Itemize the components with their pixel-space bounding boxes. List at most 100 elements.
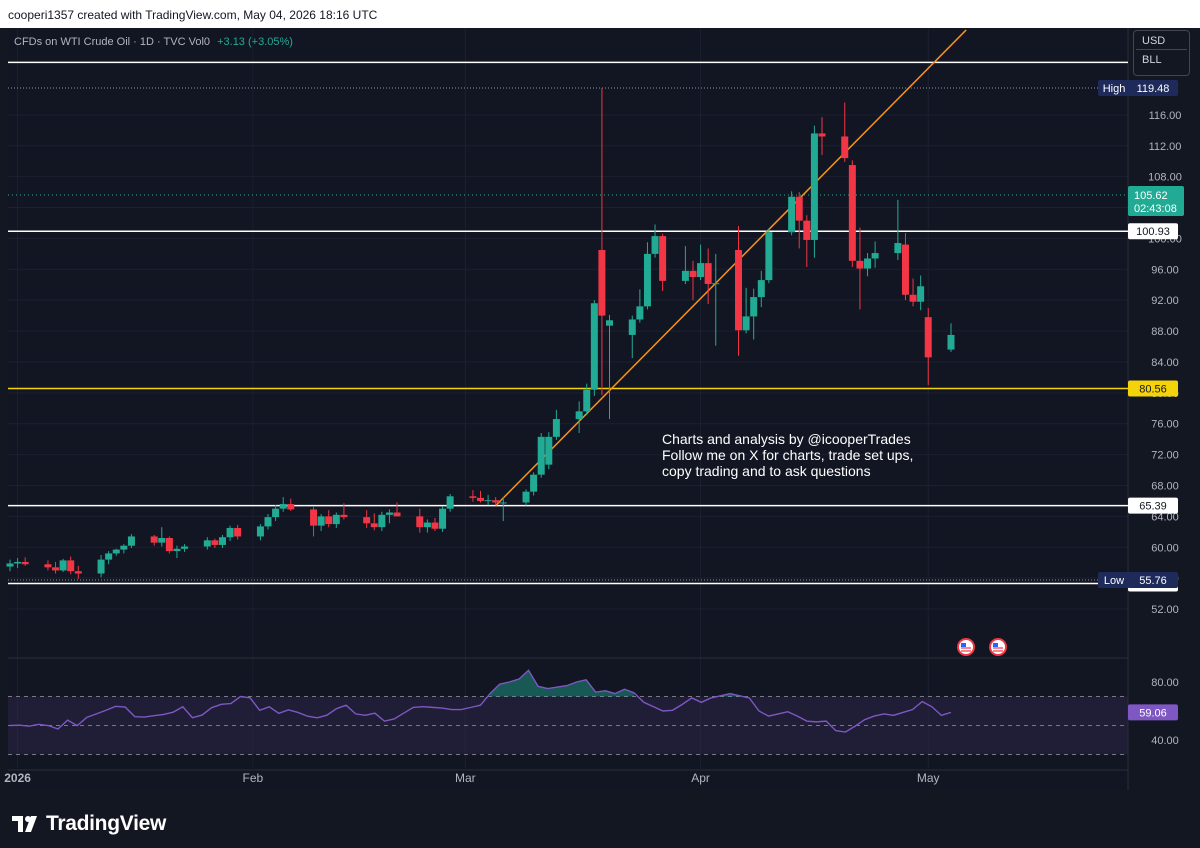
candle-body: [522, 491, 530, 503]
candle-body: [393, 512, 401, 517]
candle-body: [909, 294, 917, 302]
plot-background: [8, 28, 1128, 790]
rsi-overbought-fill: [490, 670, 635, 697]
candle-body: [234, 527, 242, 537]
unit-label[interactable]: BLL: [1142, 54, 1162, 66]
chart-annotation: Charts and analysis by @icooperTrades Fo…: [662, 431, 913, 479]
candle-body: [67, 560, 75, 572]
candle-body: [264, 517, 272, 527]
candle-body: [765, 232, 773, 281]
candle-body: [203, 540, 211, 547]
high-low-price-label: 119.48: [1137, 83, 1170, 95]
currency-label[interactable]: USD: [1142, 35, 1166, 47]
candle-body: [651, 236, 659, 254]
candle-body: [173, 548, 181, 552]
candle-body: [74, 571, 82, 574]
price-tick-label: 68.00: [1151, 480, 1179, 492]
candle-body: [340, 514, 348, 518]
candle-body: [947, 334, 955, 350]
candle-body: [279, 504, 287, 509]
candle-body: [803, 220, 811, 240]
tradingview-mark-icon: [12, 816, 37, 832]
candle-body: [446, 496, 454, 509]
candle-body: [14, 561, 22, 564]
high-low-name-tag: [1098, 80, 1130, 96]
currency-unit-box[interactable]: USD BLL: [1133, 30, 1190, 76]
tradingview-logo[interactable]: TradingView: [12, 812, 166, 836]
chart-frame: 52.0056.0060.0064.0068.0072.0076.0080.00…: [0, 28, 1200, 802]
candle-body: [370, 523, 378, 528]
time-tick-label: Feb: [242, 771, 263, 785]
candle-body: [287, 504, 295, 510]
price-tick-label: 92.00: [1151, 295, 1179, 307]
candle-body: [181, 546, 189, 549]
candle-body: [545, 436, 553, 465]
candle-body: [735, 249, 743, 331]
price-tick-label: 52.00: [1151, 604, 1179, 616]
candle-body: [704, 263, 712, 284]
event-icon-canton: [993, 643, 998, 647]
candle-body: [127, 536, 135, 546]
candle-body: [492, 500, 500, 503]
us-flag-event-icon: [957, 638, 975, 656]
candle-body: [917, 286, 925, 302]
rsi-tick-label: 40.00: [1151, 735, 1179, 747]
price-tick-label: 112.00: [1149, 141, 1182, 153]
level-price-label: 100.93: [1136, 226, 1170, 238]
candle-body: [59, 560, 67, 571]
annotation-line-3: copy trading and to ask questions: [662, 463, 871, 479]
candle-body: [552, 419, 560, 437]
candle-body: [628, 319, 636, 335]
rsi-value-label: 59.06: [1139, 707, 1167, 719]
price-chart[interactable]: 52.0056.0060.0064.0068.0072.0076.0080.00…: [0, 28, 1200, 802]
candle-body: [606, 320, 614, 326]
candle-body: [150, 536, 158, 543]
candle-body: [848, 165, 856, 261]
high-low-price-tag: [1128, 80, 1178, 96]
candle-body: [256, 526, 264, 537]
candle-body: [841, 136, 849, 159]
rsi-tick-label: 80.00: [1151, 677, 1179, 689]
candle-body: [310, 509, 318, 526]
footer: TradingView: [0, 802, 1200, 848]
candle-body: [439, 508, 447, 529]
candle-body: [52, 567, 60, 571]
level-price-label: 65.39: [1139, 501, 1167, 513]
rsi-value-tag: [1128, 704, 1178, 721]
candle-body: [697, 263, 705, 278]
symbol-legend: CFDs on WTI Crude Oil · 1D · TVC Vol0 +3…: [14, 36, 293, 48]
candle-body: [871, 253, 879, 259]
candle-body: [643, 253, 651, 307]
candle-body: [385, 512, 393, 515]
level-price-tag: [1128, 380, 1178, 397]
event-icon-canton: [961, 643, 966, 647]
candle-body: [689, 270, 697, 278]
candle-body: [469, 496, 477, 498]
candle-body: [165, 537, 173, 552]
time-tick-label: Mar: [455, 771, 476, 785]
candle-body: [750, 297, 758, 317]
last-price-label: 105.62: [1134, 190, 1168, 202]
rsi-line: [9, 669, 952, 733]
candle-body: [901, 244, 909, 295]
candle-body: [112, 549, 120, 554]
candle-body: [120, 545, 128, 550]
price-tick-label: 72.00: [1151, 450, 1179, 462]
level-price-tag: [1128, 497, 1178, 514]
candle-body: [583, 389, 591, 412]
candle-body: [21, 561, 29, 565]
price-tick-label: 116.00: [1149, 110, 1182, 122]
annotation-line-2: Follow me on X for charts, trade set ups…: [662, 447, 914, 463]
candle-body: [818, 133, 826, 137]
candle-body: [810, 133, 818, 240]
candle-body: [598, 249, 606, 316]
high-low-name-label: Low: [1104, 575, 1124, 587]
candle-body: [659, 236, 667, 281]
currency-divider: [1136, 49, 1187, 50]
candle-body: [317, 516, 325, 526]
volume-value: 0: [203, 36, 211, 48]
candle-body: [590, 303, 598, 390]
bar-countdown-label: 02:43:08: [1134, 203, 1177, 215]
credit-text: cooperi1357 created with TradingView.com…: [8, 8, 378, 22]
candle-body: [44, 564, 52, 568]
